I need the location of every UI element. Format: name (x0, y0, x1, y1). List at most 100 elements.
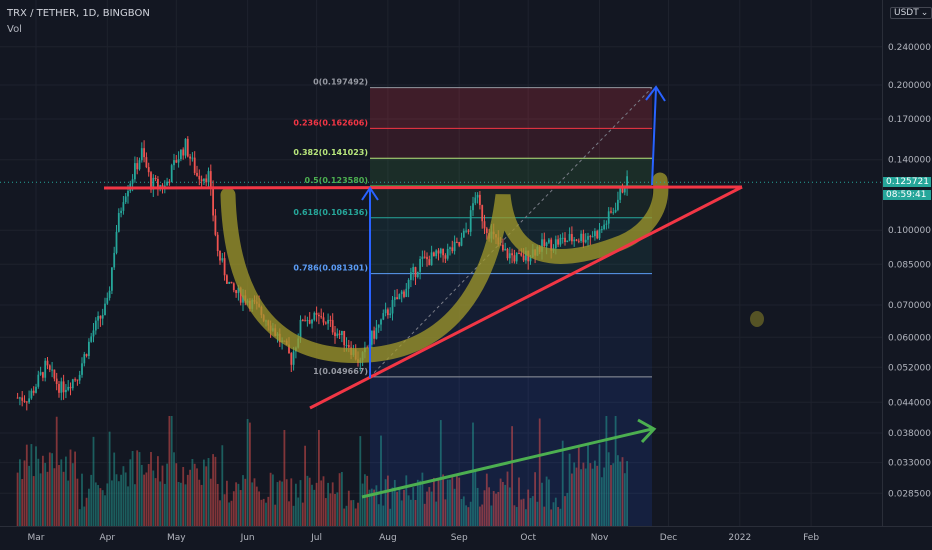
volume-bar (297, 497, 300, 526)
candle-body (292, 351, 295, 365)
candle-body (51, 369, 53, 371)
volume-bar (177, 481, 180, 526)
volume-bar (124, 472, 127, 526)
candle-body (226, 275, 228, 284)
volume-bar (426, 491, 428, 526)
volume-bar (603, 467, 605, 526)
volume-bar (430, 491, 433, 526)
candle-body (94, 320, 97, 331)
volume-bar (42, 455, 44, 526)
candle-body (377, 324, 380, 328)
volume-bar (69, 449, 72, 526)
volume-bar (108, 431, 111, 526)
volume-bar (614, 416, 617, 526)
x-tick-label: 2022 (728, 533, 751, 543)
candle-body (435, 250, 438, 257)
candle-body (393, 297, 396, 300)
volume-bar (269, 472, 272, 526)
volume-bar (380, 435, 382, 526)
currency-selector[interactable]: USDT ⌄ (890, 7, 932, 19)
fib-trend-line (369, 87, 653, 378)
volume-bar (373, 489, 375, 526)
candle-body (416, 271, 419, 278)
candle-body (566, 240, 569, 242)
volume-bar (28, 465, 30, 526)
volume-bar (318, 429, 320, 526)
volume-bar (184, 484, 187, 526)
volume-bar (48, 452, 51, 526)
candle-body (529, 257, 532, 262)
candle-body (481, 205, 484, 222)
volume-bar (304, 445, 306, 526)
candle-body (318, 314, 320, 317)
volume-bar (53, 468, 56, 526)
volume-bar (559, 508, 562, 526)
candle-body (476, 194, 479, 198)
candle-body (78, 374, 81, 381)
candle-body (327, 319, 329, 324)
candle-body (460, 237, 463, 246)
volume-bar (251, 482, 254, 526)
volume-bar (596, 465, 599, 526)
volume-bar (382, 505, 385, 526)
candle-body (228, 281, 231, 284)
x-tick-label: Jun (240, 533, 255, 543)
candle-body (304, 320, 306, 322)
x-tick-label: Feb (803, 533, 819, 543)
volume-bar (384, 479, 387, 526)
volume-bar (341, 471, 343, 526)
volume-bar (76, 478, 79, 526)
candle-body (101, 315, 104, 319)
volume-bar (92, 436, 95, 526)
volume-bar (437, 478, 440, 526)
volume-bar (617, 455, 619, 526)
candle-body (607, 211, 610, 224)
candle-body (617, 199, 619, 210)
drawings (0, 85, 882, 499)
candle-body (370, 330, 373, 345)
currency-label: USDT (894, 8, 919, 18)
candle-body (584, 239, 587, 243)
volume-bar (161, 465, 164, 526)
candle-body (71, 379, 74, 389)
volume-bar (449, 479, 451, 526)
candle-body (53, 369, 56, 379)
y-tick-label: 0.100000 (888, 226, 931, 236)
volume-bar (265, 502, 267, 526)
volume-bar (117, 481, 120, 526)
volume-bar (433, 477, 435, 526)
candle-body (193, 157, 196, 173)
candle-body (311, 319, 313, 324)
candle-body (320, 316, 323, 318)
candle-body (428, 259, 431, 266)
volume-bar (193, 463, 196, 526)
candle-body (559, 237, 562, 245)
volume-bar (354, 508, 357, 526)
volume-bar (16, 472, 19, 526)
volume-bar (30, 444, 33, 526)
volume-bar (207, 458, 210, 526)
volume-bar (244, 478, 247, 526)
y-tick-label: 0.028500 (888, 489, 931, 499)
candle-body (469, 210, 472, 232)
volume-bar (412, 487, 415, 526)
candle-body (131, 179, 134, 184)
candle-body (207, 171, 210, 183)
x-tick-label: Dec (660, 533, 677, 543)
volume-bar (306, 475, 309, 526)
volume-indicator-label[interactable]: Vol (7, 24, 22, 35)
volume-bar (598, 444, 601, 526)
volume-bar (357, 502, 359, 526)
candle-body (442, 248, 444, 256)
candle-body (62, 381, 65, 393)
time-axis: Mar Apr May Jun Jul Aug Sep Oct Nov Dec 2022 Feb (0, 526, 932, 543)
candle-body (598, 229, 601, 239)
candle-body (336, 333, 339, 337)
volume-bar (458, 477, 461, 526)
candle-body (554, 239, 557, 249)
volume-bar (600, 477, 603, 526)
candle-body (19, 397, 21, 399)
volume-bar (623, 473, 626, 526)
candle-body (522, 255, 525, 261)
